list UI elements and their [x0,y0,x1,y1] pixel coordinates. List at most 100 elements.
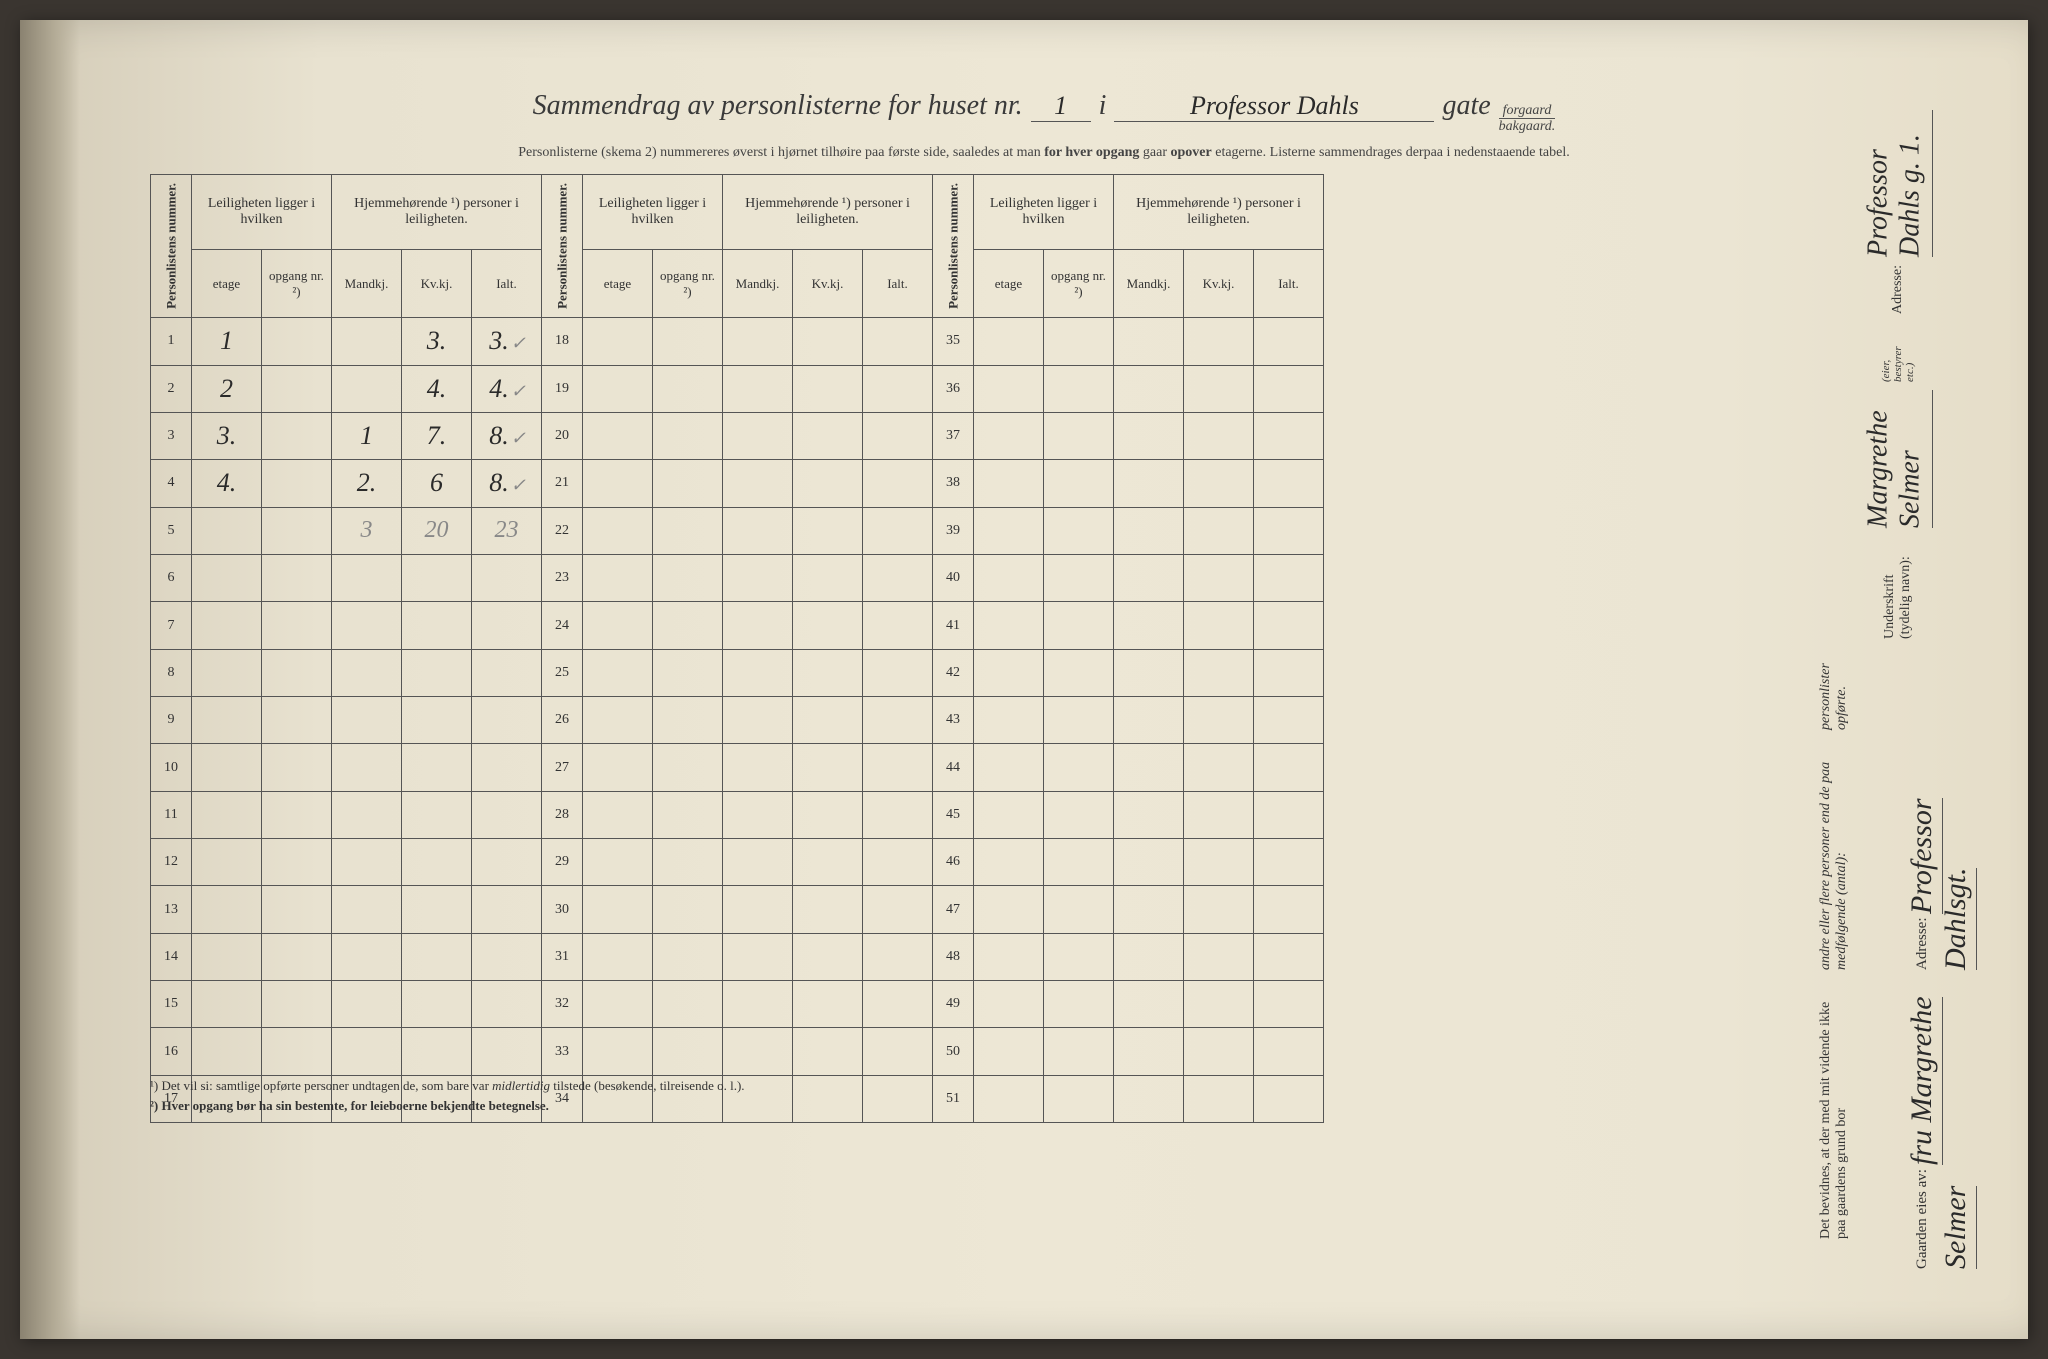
row-num-3: 45 [933,791,974,838]
cell-mandkj [332,839,402,886]
cell-kvkj: 7. [402,412,472,459]
table-row: 92643 [151,697,1324,744]
col-mandkj-2: Mandkj. [723,250,793,318]
cell-etage [192,602,262,649]
col-personlistens-3: Personlistens nummer. [933,175,974,318]
cell-ialt [472,981,542,1028]
cell-ialt [472,839,542,886]
row-num-2: 21 [542,460,583,507]
col-leiligheten-3: Leiligheten ligger i hvilken [974,175,1114,250]
cell-etage [192,507,262,554]
row-num-3: 48 [933,933,974,980]
row-num: 7 [151,602,192,649]
row-num-3: 42 [933,649,974,696]
row-num-3: 51 [933,1075,974,1122]
col-mandkj: Mandkj. [332,250,402,318]
signature-value: Margrethe Selmer [1863,390,1934,528]
cell-etage [192,697,262,744]
cell-ialt [472,791,542,838]
owner-block: Gaarden eies av: fru Margrethe Selmer Ad… [1905,749,1973,1269]
row-num-2: 22 [542,507,583,554]
cell-mandkj [332,886,402,933]
cell-mandkj [332,649,402,696]
cell-opgang [262,839,332,886]
cell-opgang [262,365,332,412]
table-row: 143148 [151,933,1324,980]
row-num-3: 36 [933,365,974,412]
cell-opgang [262,318,332,365]
cell-kvkj: 6 [402,460,472,507]
cell-ialt: 8.✓ [472,412,542,459]
table-row: 224.4.✓1936 [151,365,1324,412]
cell-opgang [262,555,332,602]
cell-kvkj: 3. [402,318,472,365]
cell-ialt [472,744,542,791]
address-line: Adresse: Professor Dahls g. 1. [1818,110,1978,314]
cell-ialt: 23 [472,507,542,554]
table-row: 33.17.8.✓2037 [151,412,1324,459]
cell-opgang [262,1028,332,1075]
row-num-3: 39 [933,507,974,554]
row-num-2: 24 [542,602,583,649]
col-kvkj: Kv.kj. [402,250,472,318]
col-leiligheten-2: Leiligheten ligger i hvilken [583,175,723,250]
row-num-2: 31 [542,933,583,980]
col-opgang-2: opgang nr. ²) [653,250,723,318]
row-num-2: 27 [542,744,583,791]
address-value: Professor Dahls g. 1. [1863,110,1934,257]
row-num-2: 30 [542,886,583,933]
cell-ialt [472,933,542,980]
table-body: 113.3.✓1835224.4.✓193633.17.8.✓203744.2.… [151,318,1324,1123]
cell-mandkj [332,744,402,791]
cell-mandkj [332,981,402,1028]
attest-line-c: personlister opførte. [1818,651,1978,730]
cell-etage [192,1028,262,1075]
cell-mandkj [332,1028,402,1075]
row-num-2: 28 [542,791,583,838]
table-row: 72441 [151,602,1324,649]
cell-opgang [262,649,332,696]
col-kvkj-2: Kv.kj. [793,250,863,318]
col-hjemmehorende: Hjemmehørende ¹) personer i leiligheten. [332,175,542,250]
cell-kvkj [402,791,472,838]
subtitle: Personlisterne (skema 2) nummereres øver… [150,143,1938,163]
col-personlistens-2: Personlistens nummer. [542,175,583,318]
cell-etage: 4. [192,460,262,507]
signature-line: Underskrift (tydelig navn): Margrethe Se… [1818,326,1978,639]
cell-kvkj [402,981,472,1028]
cell-mandkj [332,602,402,649]
cell-ialt [472,555,542,602]
table-row: 122946 [151,839,1324,886]
row-num: 5 [151,507,192,554]
cell-mandkj [332,318,402,365]
cell-kvkj [402,602,472,649]
row-num-2: 25 [542,649,583,696]
table-row: 113.3.✓1835 [151,318,1324,365]
row-num: 15 [151,981,192,1028]
cell-opgang [262,697,332,744]
table-row: 163350 [151,1028,1324,1075]
cell-kvkj: 20 [402,507,472,554]
row-num-3: 35 [933,318,974,365]
cell-opgang [262,981,332,1028]
col-leiligheten: Leiligheten ligger i hvilken [192,175,332,250]
cell-ialt [472,602,542,649]
owner-address-line: Adresse: Professor Dahlsgt. [1905,749,1973,970]
col-personlistens: Personlistens nummer. [151,175,192,318]
cell-etage [192,886,262,933]
cell-mandkj [332,555,402,602]
row-num-3: 37 [933,412,974,459]
cell-etage: 2 [192,365,262,412]
tables-container: Personlistens nummer. Leiligheten ligger… [150,174,1938,1066]
col-opgang-3: opgang nr. ²) [1044,250,1114,318]
col-etage-2: etage [583,250,653,318]
cell-mandkj [332,365,402,412]
cell-etage [192,933,262,980]
cell-ialt [472,1028,542,1075]
row-num: 2 [151,365,192,412]
row-num: 11 [151,791,192,838]
street-name: Professor Dahls [1114,91,1434,122]
cell-opgang [262,507,332,554]
owner-line: Gaarden eies av: fru Margrethe Selmer [1905,984,1973,1269]
row-num: 1 [151,318,192,365]
